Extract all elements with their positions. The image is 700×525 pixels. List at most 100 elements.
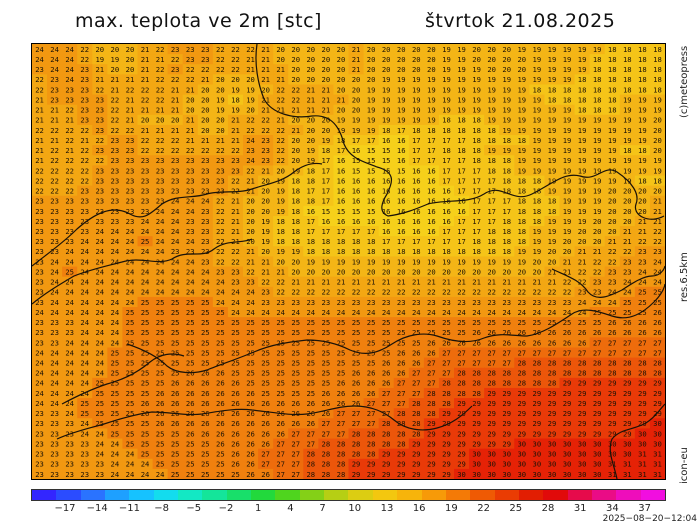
temperature-value: 19 xyxy=(487,85,496,94)
temperature-cell xyxy=(348,408,365,419)
temperature-value: 21 xyxy=(171,85,180,94)
temperature-cell xyxy=(273,74,289,86)
temperature-value: 22 xyxy=(65,106,74,115)
temperature-cell xyxy=(378,296,395,308)
temperature-cell xyxy=(408,408,425,419)
temperature-cell xyxy=(393,135,410,146)
temperature-value: 20 xyxy=(201,116,210,125)
temperature-value: 15 xyxy=(367,156,376,165)
temperature-cell xyxy=(167,357,184,369)
temperature-cell xyxy=(273,165,289,177)
temperature-value: 20 xyxy=(306,267,315,276)
temperature-value: 30 xyxy=(517,450,526,459)
temperature-value: 21 xyxy=(246,187,255,196)
temperature-value: 28 xyxy=(442,399,451,408)
temperature-cell xyxy=(258,54,274,65)
temperature-cell xyxy=(197,175,214,187)
temperature-value: 15 xyxy=(382,156,391,165)
temperature-value: 29 xyxy=(502,439,511,448)
temperature-value: 21 xyxy=(35,116,44,125)
temperature-value: 21 xyxy=(563,257,572,266)
temperature-cell xyxy=(438,64,455,75)
temperature-value: 19 xyxy=(367,257,376,266)
temperature-value: 26 xyxy=(276,419,285,428)
temperature-cell xyxy=(408,114,425,126)
forecast-date: štvrtok 21.08.2025 xyxy=(425,10,616,32)
temperature-value: 26 xyxy=(261,409,270,418)
temperature-value: 22 xyxy=(231,55,240,64)
temperature-cell xyxy=(77,155,93,166)
temperature-cell xyxy=(77,428,93,440)
temperature-value: 19 xyxy=(457,65,466,74)
temperature-value: 19 xyxy=(578,146,587,155)
temperature-value: 23 xyxy=(50,470,59,479)
temperature-cell xyxy=(514,398,530,409)
temperature-cell xyxy=(574,175,591,187)
temperature-value: 25 xyxy=(186,328,195,337)
temperature-value: 24 xyxy=(322,308,331,317)
temperature-value: 28 xyxy=(457,389,466,398)
temperature-value: 26 xyxy=(382,379,391,388)
temperature-value: 23 xyxy=(65,197,74,206)
temperature-cell xyxy=(62,377,78,389)
temperature-value: 24 xyxy=(95,267,104,276)
temperature-value: 20 xyxy=(322,267,331,276)
temperature-value: 26 xyxy=(216,369,225,378)
temperature-cell xyxy=(227,307,244,318)
temperature-cell xyxy=(634,195,651,207)
temperature-value: 20 xyxy=(517,65,526,74)
temperature-cell xyxy=(469,155,485,166)
temperature-cell xyxy=(167,458,184,470)
temperature-value: 22 xyxy=(141,95,150,104)
temperature-value: 21 xyxy=(65,116,74,125)
temperature-cell xyxy=(122,347,139,359)
temperature-cell xyxy=(408,185,425,197)
temperature-cell xyxy=(197,296,214,308)
temperature-cell xyxy=(499,276,515,288)
temperature-value: 23 xyxy=(186,217,195,226)
temperature-value: 20 xyxy=(548,247,557,256)
temperature-value: 29 xyxy=(608,419,617,428)
temperature-cell xyxy=(438,458,455,470)
temperature-value: 17 xyxy=(397,126,406,135)
temperature-value: 30 xyxy=(472,460,481,469)
temperature-cell xyxy=(333,387,350,399)
temperature-cell xyxy=(243,145,259,156)
temperature-value: 18 xyxy=(291,197,300,206)
temperature-cell xyxy=(634,215,651,227)
temperature-cell xyxy=(47,317,63,328)
temperature-cell xyxy=(32,44,48,55)
temperature-cell xyxy=(92,114,108,126)
temperature-value: 19 xyxy=(593,45,602,54)
temperature-cell xyxy=(152,54,169,65)
temperature-cell xyxy=(107,236,124,247)
temperature-cell xyxy=(62,215,78,227)
temperature-value: 21 xyxy=(502,278,511,287)
temperature-cell xyxy=(32,286,48,298)
temperature-value: 25 xyxy=(156,328,165,337)
temperature-cell xyxy=(137,387,154,399)
temperature-value: 31 xyxy=(608,470,617,479)
temperature-value: 26 xyxy=(578,338,587,347)
temperature-value: 29 xyxy=(563,399,572,408)
temperature-value: 20 xyxy=(608,197,617,206)
temperature-value: 27 xyxy=(276,470,285,479)
temperature-cell xyxy=(514,135,530,146)
temperature-value: 18 xyxy=(517,136,526,145)
temperature-value: 29 xyxy=(397,450,406,459)
temperature-cell xyxy=(348,114,365,126)
temperature-cell xyxy=(333,135,350,146)
temperature-cell xyxy=(589,387,606,399)
temperature-cell xyxy=(77,408,93,419)
temperature-cell xyxy=(604,317,621,328)
temperature-cell xyxy=(348,165,365,177)
temperature-value: 23 xyxy=(35,439,44,448)
temperature-cell xyxy=(273,64,289,75)
temperature-value: 20 xyxy=(126,55,135,64)
temperature-cell xyxy=(559,276,576,288)
temperature-value: 25 xyxy=(352,328,361,337)
temperature-cell xyxy=(167,468,184,479)
temperature-value: 27 xyxy=(276,460,285,469)
temperature-cell xyxy=(423,64,440,75)
temperature-value: 18 xyxy=(412,126,421,135)
